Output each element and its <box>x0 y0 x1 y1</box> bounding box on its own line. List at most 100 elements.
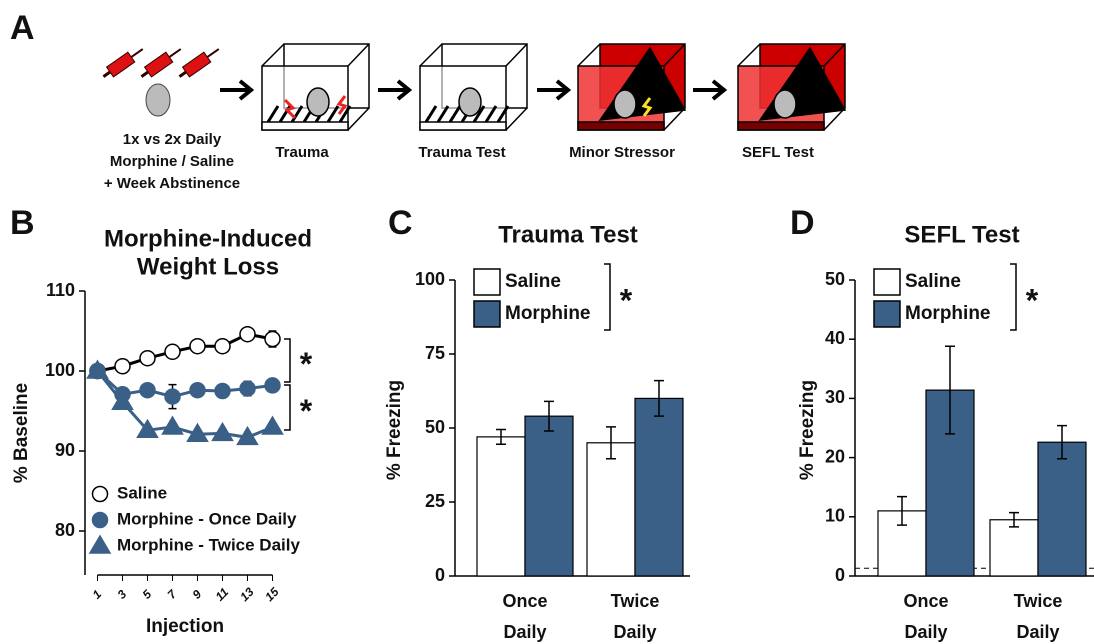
marker <box>165 344 180 359</box>
legend-swatch <box>474 301 500 327</box>
marker <box>190 383 205 398</box>
step-label: Trauma Test <box>418 144 505 161</box>
syringes <box>100 44 222 81</box>
bar <box>990 520 1038 576</box>
legend-label: Morphine <box>905 303 991 324</box>
y-tick-label: 20 <box>825 446 845 466</box>
x-tick-label: 3 <box>115 587 130 602</box>
marker <box>215 384 230 399</box>
bar <box>635 398 683 576</box>
figure: A 1x vs 2x Daily Morphine / Saline + Wee… <box>0 0 1094 644</box>
bar <box>1038 442 1086 576</box>
legend-marker <box>93 487 108 502</box>
y-tick-label: 100 <box>45 360 75 380</box>
marker <box>240 381 255 396</box>
significance-marker: * <box>300 393 313 429</box>
panel-label: C <box>388 204 413 242</box>
significance-bracket <box>284 385 290 430</box>
bar <box>587 443 635 576</box>
legend-marker <box>90 536 110 553</box>
chamber <box>420 44 527 130</box>
y-tick-label: 50 <box>425 417 445 437</box>
legend-label: Morphine - Twice Daily <box>117 535 300 554</box>
y-tick-label: 40 <box>825 328 845 348</box>
step-label: Minor Stressor <box>569 144 675 161</box>
y-tick-label: 100 <box>415 269 445 289</box>
marker <box>213 423 233 440</box>
x-tick-label: 1 <box>90 587 105 602</box>
x-tick-label: 15 <box>262 585 282 605</box>
y-tick-label: 0 <box>435 565 445 585</box>
marker <box>140 351 155 366</box>
marker <box>263 417 283 434</box>
panel-label: A <box>10 9 35 47</box>
panel-label: D <box>790 204 815 242</box>
x-tick-label: 5 <box>140 587 155 602</box>
legend-label: Saline <box>117 483 167 502</box>
significance-bracket <box>284 339 290 382</box>
panel-a: A 1x vs 2x Daily Morphine / Saline + Wee… <box>10 9 845 192</box>
x-tick-label: 11 <box>213 585 232 604</box>
x-axis-label: Injection <box>146 616 224 637</box>
legend-swatch <box>474 269 500 295</box>
chart-title: SEFL Test <box>904 221 1019 248</box>
y-tick-label: 90 <box>55 440 75 460</box>
y-axis-label: % Freezing <box>797 380 818 480</box>
bar <box>525 416 573 576</box>
marker <box>240 327 255 342</box>
marker <box>140 383 155 398</box>
bar <box>477 437 525 576</box>
marker <box>165 389 180 404</box>
legend-marker <box>93 513 108 528</box>
x-tick-label: 13 <box>237 585 257 605</box>
chart: C Trauma Test % Freezing 0 25 50 75 100 OnceDail… <box>384 204 690 642</box>
y-tick-label: 50 <box>825 269 845 289</box>
chamber <box>738 44 845 130</box>
x-tick-label: 9 <box>190 587 205 602</box>
chamber <box>578 44 685 130</box>
y-tick-label: 75 <box>425 343 445 363</box>
marker <box>215 339 230 354</box>
y-tick-label: 30 <box>825 387 845 407</box>
y-tick-label: 110 <box>46 280 75 300</box>
y-tick-label: 10 <box>825 506 845 526</box>
chamber <box>262 44 369 130</box>
mouse-icon <box>146 84 170 116</box>
marker <box>115 359 130 374</box>
significance-marker: * <box>620 282 633 318</box>
injection-text: 1x vs 2x Daily <box>123 131 222 148</box>
significance-marker: * <box>300 346 313 382</box>
chart-title: Weight Loss <box>137 253 279 280</box>
y-tick-label: 25 <box>425 491 445 511</box>
injection-text: Morphine / Saline <box>110 153 234 170</box>
legend-swatch <box>874 301 900 327</box>
significance-bracket <box>1010 264 1016 330</box>
legend-label: Morphine <box>505 303 591 324</box>
marker <box>265 332 280 347</box>
significance-marker: * <box>1026 282 1039 318</box>
y-tick-label: 80 <box>55 520 75 540</box>
legend-swatch <box>874 269 900 295</box>
y-axis-label: % Baseline <box>11 383 32 483</box>
step-label: Trauma <box>275 144 329 161</box>
y-tick-label: 0 <box>835 565 845 585</box>
x-tick-label: 7 <box>165 586 181 602</box>
marker <box>190 339 205 354</box>
marker <box>163 417 183 434</box>
chart-title: Trauma Test <box>498 221 638 248</box>
injection-text: + Week Abstinence <box>104 175 240 192</box>
legend-label: Saline <box>905 271 961 292</box>
page: A 1x vs 2x Daily Morphine / Saline + Wee… <box>0 0 1094 644</box>
y-axis-label: % Freezing <box>384 380 405 480</box>
marker <box>265 378 280 393</box>
legend-label: Morphine - Once Daily <box>117 509 297 528</box>
panel-label: B <box>10 204 35 242</box>
chart-title: Morphine-Induced <box>104 225 312 252</box>
legend-label: Saline <box>505 271 561 292</box>
